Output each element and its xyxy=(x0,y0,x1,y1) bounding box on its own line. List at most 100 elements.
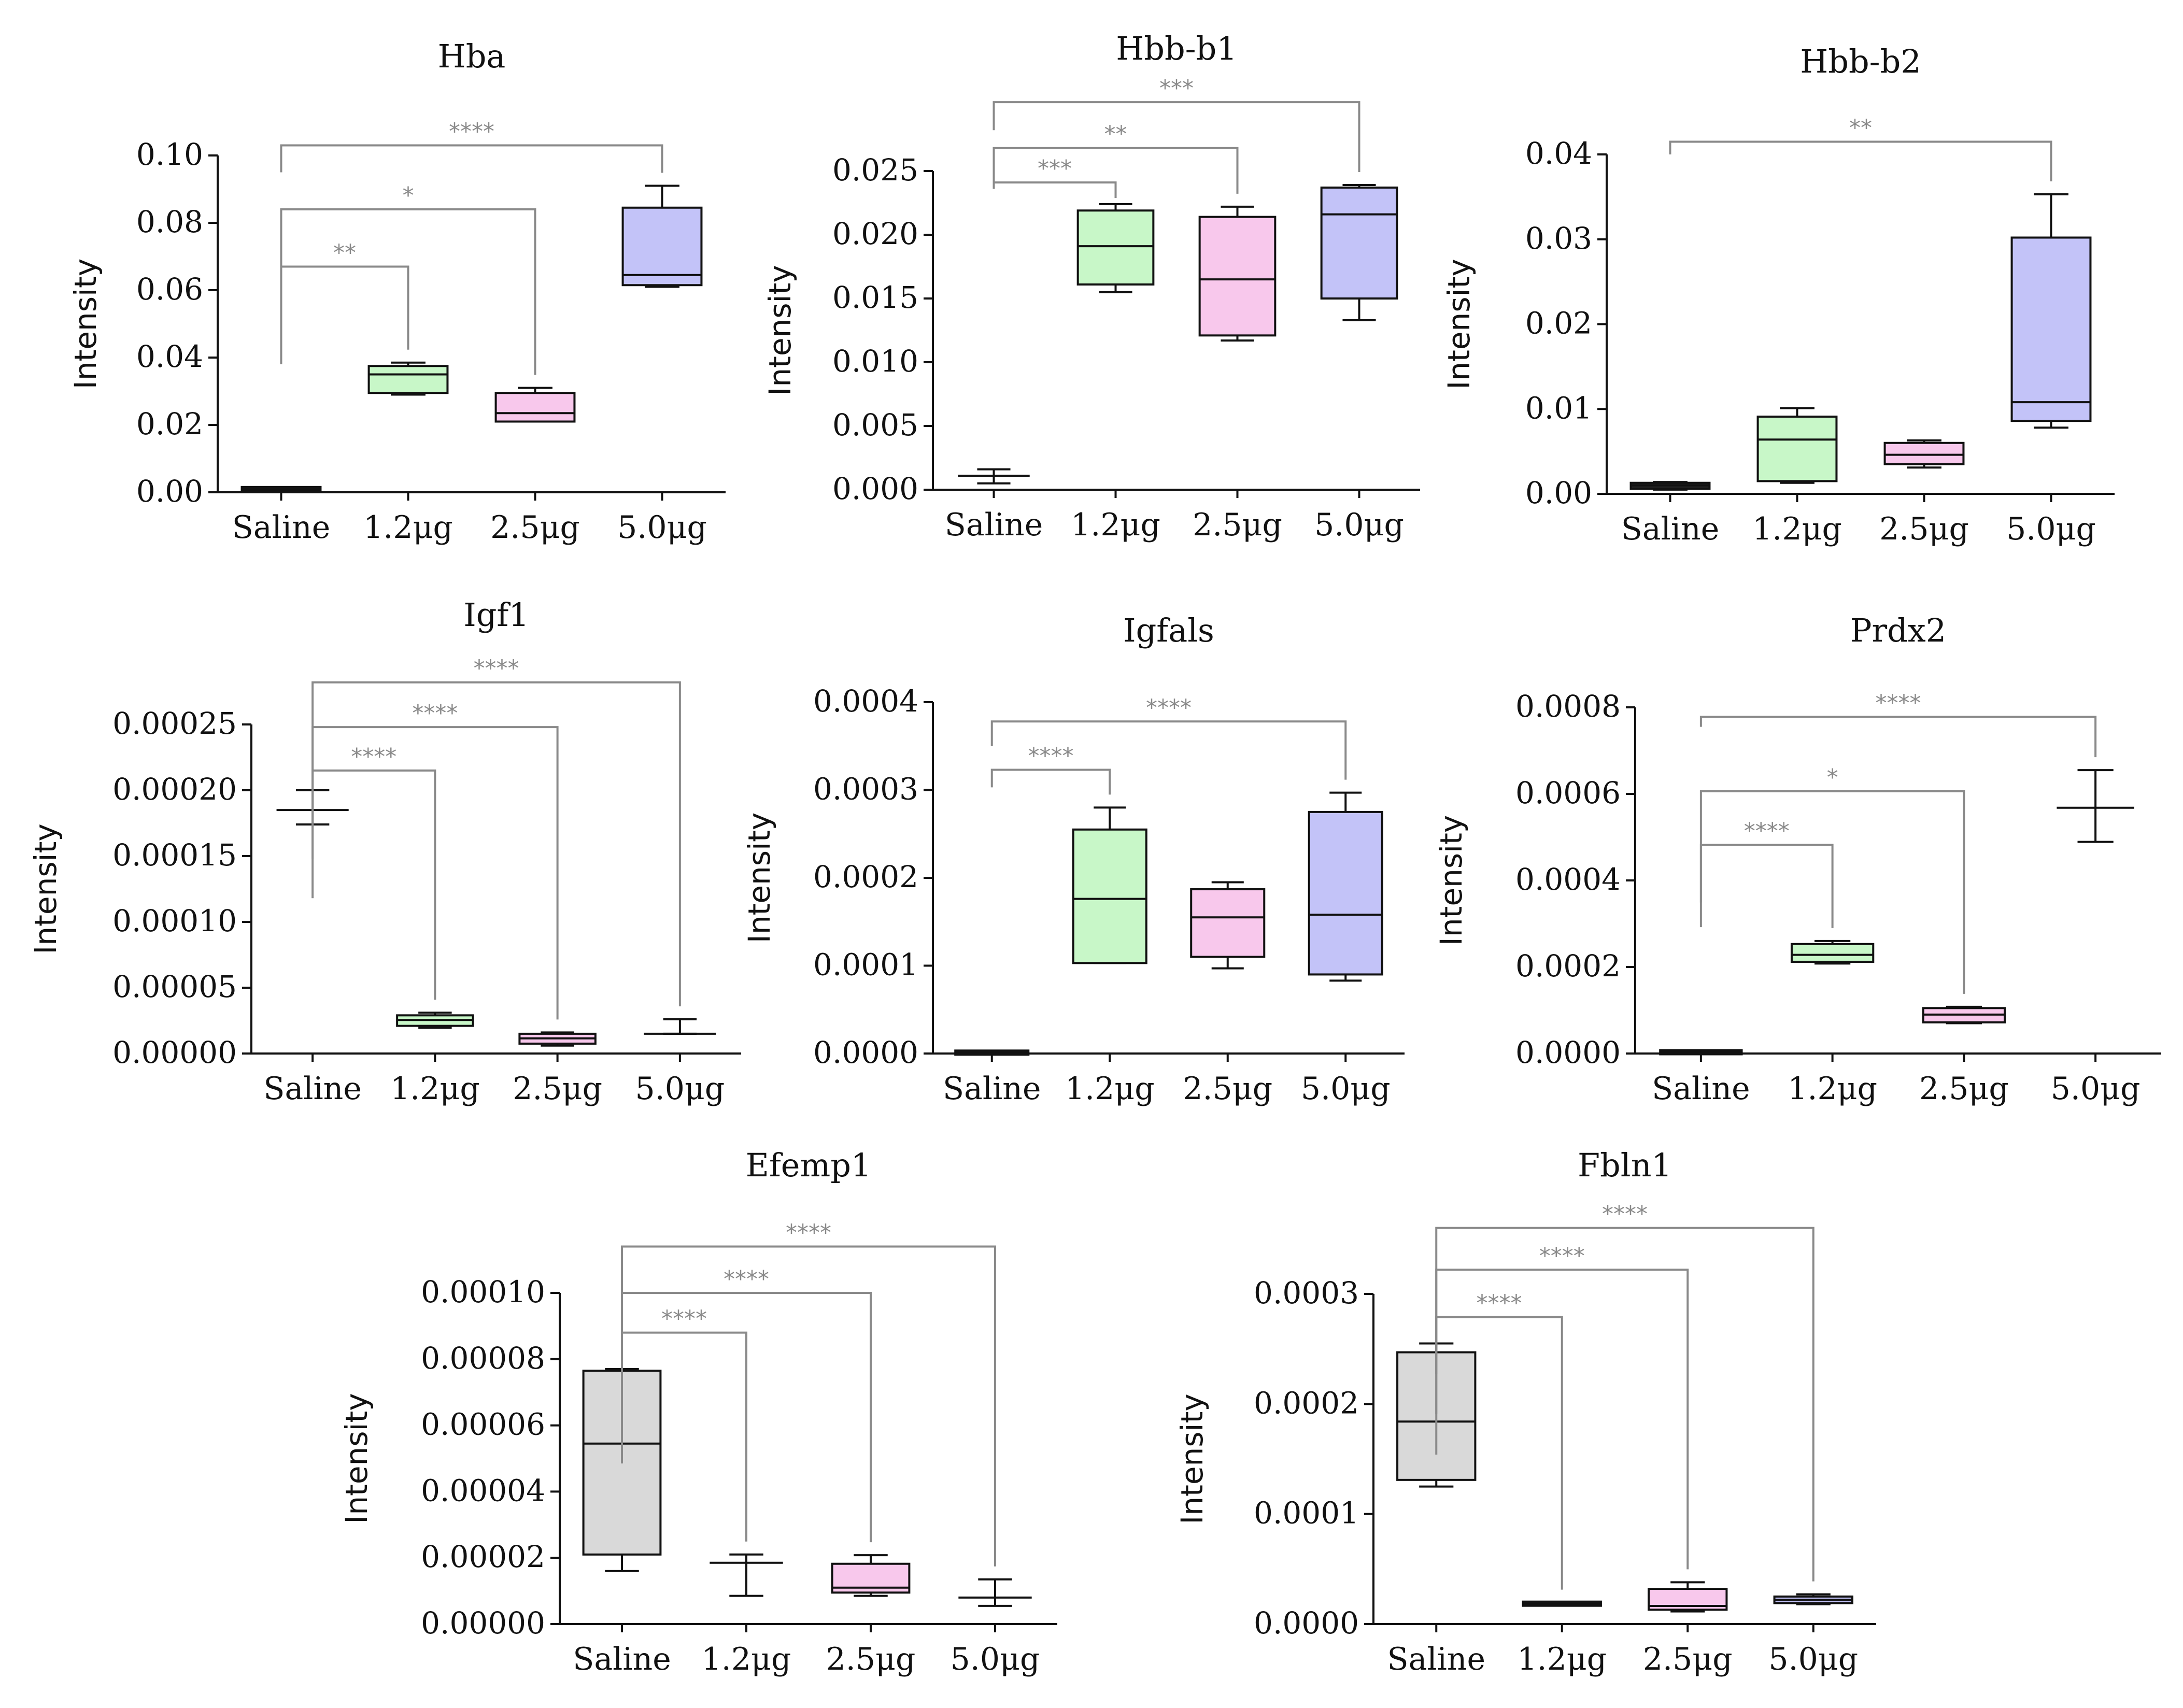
y-tick-label: 0.00002 xyxy=(421,1539,545,1574)
y-axis-label: Intensity xyxy=(68,259,103,389)
panel-hbb-b1: Hbb-b1 Intensity 0.000 0.005 0.010 0.015 0.020… xyxy=(762,30,1420,543)
significance-label: **** xyxy=(412,700,458,727)
y-tick-label: 0.000 xyxy=(832,471,918,506)
significance-label: **** xyxy=(1146,694,1192,721)
y-tick-label: 0.00000 xyxy=(421,1605,545,1641)
significance-bracket xyxy=(280,208,536,375)
box-4 xyxy=(621,206,703,287)
x-tick-label: Saline xyxy=(1621,511,1719,547)
y-tick-label: 0.0002 xyxy=(813,859,918,894)
x-tick-label: Saline xyxy=(945,507,1043,543)
x-tick-label: 2.5μg xyxy=(1879,511,1969,547)
box-2 xyxy=(1072,828,1147,964)
y-tick-label: 0.015 xyxy=(832,280,918,315)
x-tick-label: 5.0μg xyxy=(2006,511,2096,547)
panel-efemp1: Efemp1 Intensity 0.00000 0.00002 0.00004 0.00… xyxy=(339,1146,1057,1677)
box-4 xyxy=(2010,236,2092,422)
y-tick-label: 0.0001 xyxy=(813,947,918,983)
panel-prdx2: Prdx2 Intensity 0.0000 0.0002 0.0004 0.0006 0.… xyxy=(1434,611,2161,1107)
y-tick-label: 0.0000 xyxy=(813,1035,918,1070)
y-tick-label: 0.00 xyxy=(1525,475,1592,510)
significance-bracket xyxy=(280,144,663,173)
chart-title: Igf1 xyxy=(463,596,529,634)
x-tick-label: 1.2μg xyxy=(1517,1641,1607,1677)
x-tick-label: Saline xyxy=(232,509,330,546)
y-tick-label: 0.02 xyxy=(136,406,203,442)
significance-bracket xyxy=(1699,716,2097,758)
box-2 xyxy=(367,365,449,394)
x-tick-label: Saline xyxy=(1387,1641,1485,1677)
significance-bracket xyxy=(1669,140,2052,181)
y-tick-label: 0.0004 xyxy=(1515,862,1621,897)
y-tick-label: 0.04 xyxy=(1525,136,1592,171)
significance-bracket xyxy=(1699,844,1834,928)
x-tick-label: 1.2μg xyxy=(1788,1071,1877,1107)
significance-bracket xyxy=(280,265,409,350)
y-tick-label: 0.00004 xyxy=(421,1473,545,1508)
x-tick-label: 1.2μg xyxy=(1752,511,1842,547)
x-tick-label: 2.5μg xyxy=(1643,1641,1733,1677)
y-tick-label: 0.0002 xyxy=(1254,1385,1359,1420)
significance-label: * xyxy=(403,182,414,209)
significance-label: **** xyxy=(786,1220,831,1246)
y-tick-label: 0.00005 xyxy=(112,969,237,1004)
box-3 xyxy=(1883,442,1965,465)
y-tick-label: 0.0006 xyxy=(1515,775,1621,810)
significance-bracket xyxy=(993,147,1239,194)
panel-hba: Hba Intensity 0.00 0.02 0.04 0.06 0.08 0.10 Sali… xyxy=(68,37,726,546)
x-tick-label: Saline xyxy=(1652,1071,1750,1107)
panel-hbb-b2: Hbb-b2 Intensity 0.00 0.01 0.02 0.03 0.04 Salin… xyxy=(1441,42,2115,547)
y-tick-label: 0.0008 xyxy=(1515,689,1621,724)
x-tick-label: 5.0μg xyxy=(635,1071,725,1107)
significance-label: *** xyxy=(1038,155,1072,182)
significance-label: **** xyxy=(1028,743,1074,770)
x-tick-label: Saline xyxy=(573,1641,671,1677)
panel-igfals: Igfals Intensity 0.0000 0.0001 0.0002 0.0003 0… xyxy=(742,611,1405,1107)
x-tick-label: 2.5μg xyxy=(513,1071,602,1107)
significance-bracket xyxy=(311,681,681,1006)
significance-label: **** xyxy=(1744,818,1790,845)
y-axis-label: Intensity xyxy=(742,813,777,943)
x-tick-label: 5.0μg xyxy=(1301,1071,1391,1107)
box-4 xyxy=(1320,186,1398,300)
chart-title: Igfals xyxy=(1123,611,1214,649)
y-tick-label: 0.10 xyxy=(136,137,203,172)
x-tick-label: 2.5μg xyxy=(1183,1071,1272,1107)
x-tick-label: Saline xyxy=(263,1071,361,1107)
x-tick-label: 2.5μg xyxy=(826,1641,916,1677)
box-3 xyxy=(494,392,576,423)
y-tick-label: 0.03 xyxy=(1525,221,1592,256)
significance-label: ** xyxy=(1104,121,1127,148)
y-tick-label: 0.00025 xyxy=(112,706,237,741)
y-tick-label: 0.0003 xyxy=(813,772,918,807)
significance-bracket xyxy=(993,101,1360,173)
x-tick-label: 1.2μg xyxy=(702,1641,791,1677)
y-tick-label: 0.0001 xyxy=(1254,1496,1359,1531)
chart-title: Hba xyxy=(438,37,506,75)
chart-title: Prdx2 xyxy=(1850,611,1946,649)
y-tick-label: 0.010 xyxy=(832,344,918,379)
significance-label: * xyxy=(1827,764,1838,791)
significance-bracket xyxy=(990,720,1347,780)
y-tick-label: 0.0003 xyxy=(1254,1275,1359,1311)
x-tick-label: 5.0μg xyxy=(2051,1071,2141,1107)
y-tick-label: 0.0004 xyxy=(813,684,918,719)
x-tick-label: 2.5μg xyxy=(490,509,580,546)
y-tick-label: 0.00010 xyxy=(421,1274,545,1310)
box-4 xyxy=(1308,810,1383,976)
y-axis-label: Intensity xyxy=(1434,815,1469,946)
significance-label: **** xyxy=(661,1306,707,1332)
x-tick-label: 1.2μg xyxy=(390,1071,480,1107)
x-tick-label: Saline xyxy=(943,1071,1041,1107)
x-tick-label: 5.0μg xyxy=(1314,507,1404,543)
box-3 xyxy=(1190,888,1266,958)
y-tick-label: 0.00 xyxy=(136,474,203,509)
significance-bracket xyxy=(990,768,1111,795)
significance-label: **** xyxy=(1539,1243,1585,1269)
y-tick-label: 0.08 xyxy=(136,204,203,239)
y-axis-label: Intensity xyxy=(1441,259,1477,389)
panel-fbln1: Fbln1 Intensity 0.0000 0.0001 0.0002 0.0003 Sa… xyxy=(1174,1146,1876,1677)
chart-title: Fbln1 xyxy=(1578,1146,1672,1184)
y-tick-label: 0.005 xyxy=(832,407,918,443)
